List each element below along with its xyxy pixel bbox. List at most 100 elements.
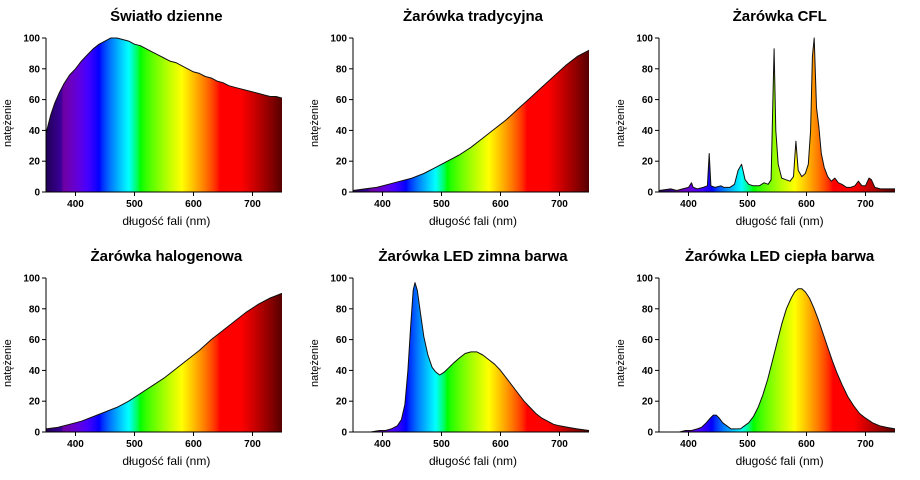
spectrum-curve [352,49,589,191]
chart-incandescent: Żarówka tradycyjna natężenie 0 20 40 60 80 10… [307,0,614,240]
x-axis-label: długość fali (nm) [735,454,824,468]
chart-title: Żarówka LED zimna barwa [378,248,568,265]
x-tick-label: 400 [680,199,697,210]
spectrum-plot: 0 20 40 60 80 100 400 500 600 700 [23,274,283,450]
x-tick-label: 700 [551,439,568,450]
y-tick-label: 100 [23,34,40,45]
chart-title: Żarówka halogenowa [90,248,243,265]
y-tick-label: 60 [642,95,654,106]
chart-cfl: Żarówka CFL natężenie 0 20 40 60 80 100 400 500… [613,0,920,240]
y-tick-label: 20 [642,157,654,168]
x-tick-label: 700 [244,439,261,450]
spectrum-curve [45,292,283,430]
y-axis-label: natężenie [2,339,14,387]
chart-title: Żarówka tradycyjna [402,8,544,25]
spectrum-plot: 0 20 40 60 80 100 400 500 600 700 [330,34,589,210]
y-tick-label: 0 [648,428,654,439]
x-tick-label: 400 [374,199,391,210]
chart-led-cool: Żarówka LED zimna barwa natężenie 0 20 40 6… [307,240,614,480]
chart-title: Światło dzienne [110,8,223,25]
x-tick-label: 500 [739,199,756,210]
y-tick-label: 40 [336,366,348,377]
x-tick-label: 500 [433,199,450,210]
x-tick-label: 700 [857,199,874,210]
y-tick-label: 40 [29,366,41,377]
spectrum-fill [46,293,282,432]
spectrum-plot: 0 20 40 60 80 100 400 500 600 700 [637,274,896,450]
x-axis-label: długość fali (nm) [428,214,517,228]
x-tick-label: 700 [857,439,874,450]
spectrum-fill [352,282,589,432]
y-tick-label: 80 [642,304,654,315]
x-tick-label: 600 [185,199,202,210]
y-axis-label: natężenie [615,99,628,147]
chart-daylight: Światło dzienne natężenie 0 20 40 60 80 100 40… [0,0,307,240]
x-tick-label: 600 [185,439,202,450]
spectrum-curve [45,37,283,134]
x-tick-label: 500 [739,439,756,450]
y-tick-label: 100 [23,274,40,285]
y-tick-label: 100 [637,274,654,285]
x-tick-label: 400 [374,439,391,450]
x-tick-label: 500 [126,439,143,450]
y-tick-label: 20 [29,157,41,168]
y-tick-label: 20 [336,397,348,408]
chart-title: Żarówka LED ciepła barwa [685,248,875,265]
x-tick-label: 700 [244,199,261,210]
y-tick-label: 100 [330,274,347,285]
x-tick-label: 400 [67,199,84,210]
y-tick-label: 80 [642,64,654,75]
spectrum-fill [46,38,282,192]
spectrum-fill [352,50,589,192]
y-tick-label: 20 [336,157,348,168]
y-tick-label: 0 [34,428,40,439]
y-tick-label: 80 [29,64,41,75]
y-tick-label: 20 [642,397,654,408]
spectrum-curve [659,37,896,191]
spectrum-fill [659,288,896,432]
y-axis-label: natężenie [615,339,628,387]
y-tick-label: 100 [637,34,654,45]
y-tick-label: 60 [642,335,654,346]
x-tick-label: 400 [680,439,697,450]
x-tick-label: 500 [126,199,143,210]
x-tick-label: 700 [551,199,568,210]
y-tick-label: 0 [341,188,347,199]
x-axis-label: długość fali (nm) [122,454,211,468]
x-tick-label: 600 [492,439,509,450]
spectrum-curve [659,288,896,433]
spectrum-plot: 0 20 40 60 80 100 400 500 600 700 [637,34,896,210]
y-axis-label: natężenie [308,99,321,147]
y-tick-label: 60 [29,335,41,346]
y-tick-label: 60 [29,95,41,106]
y-axis-label: natężenie [308,339,321,387]
y-tick-label: 0 [341,428,347,439]
spectrum-curve [352,282,589,433]
y-tick-label: 20 [29,397,41,408]
y-tick-label: 0 [648,188,654,199]
chart-halogen: Żarówka halogenowa natężenie 0 20 40 60 80 10… [0,240,307,480]
x-tick-label: 600 [798,439,815,450]
y-tick-label: 100 [330,34,347,45]
x-axis-label: długość fali (nm) [735,214,824,228]
y-tick-label: 40 [336,126,348,137]
y-tick-label: 0 [34,188,40,199]
x-axis-label: długość fali (nm) [428,454,517,468]
y-tick-label: 80 [336,304,348,315]
x-axis-label: długość fali (nm) [122,214,211,228]
y-axis-label: natężenie [2,99,14,147]
x-tick-label: 500 [433,439,450,450]
y-tick-label: 60 [336,335,348,346]
x-tick-label: 600 [492,199,509,210]
chart-led-warm: Żarówka LED ciepła barwa natężenie 0 20 40… [613,240,920,480]
spectrum-plot: 0 20 40 60 80 100 400 500 600 700 [330,274,589,450]
x-tick-label: 600 [798,199,815,210]
chart-title: Żarówka CFL [732,8,827,25]
spectrum-fill [659,38,896,192]
spectrum-plot: 0 20 40 60 80 100 400 500 600 700 [23,34,283,210]
y-tick-label: 80 [29,304,41,315]
y-tick-label: 80 [336,64,348,75]
y-tick-label: 40 [642,126,654,137]
y-tick-label: 40 [642,366,654,377]
